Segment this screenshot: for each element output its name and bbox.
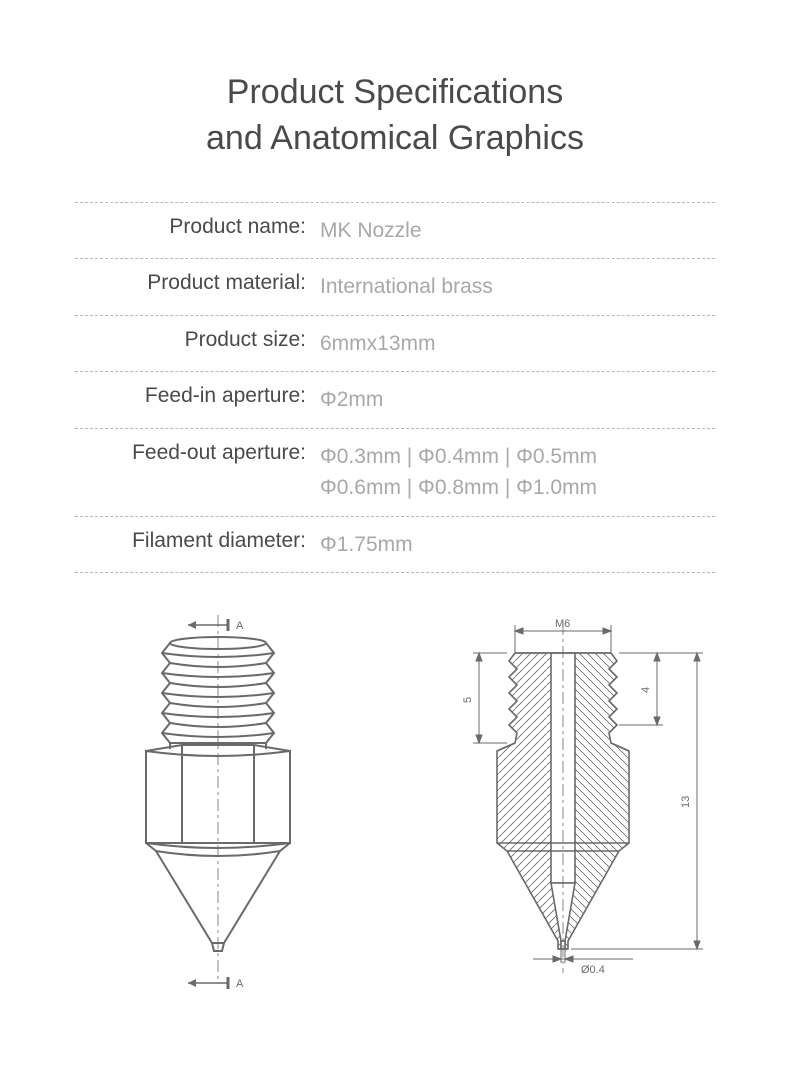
spec-value: Φ1.75mm xyxy=(320,529,715,561)
spec-label: Filament diameter: xyxy=(75,529,320,561)
title-line-2: and Anatomical Graphics xyxy=(0,116,790,162)
diagram-section: M6 xyxy=(413,603,733,1023)
spec-label: Product name: xyxy=(75,215,320,247)
table-row: Product name: MK Nozzle xyxy=(75,202,715,259)
spec-label: Product material: xyxy=(75,271,320,303)
spec-value: MK Nozzle xyxy=(320,215,715,247)
title-line-1: Product Specifications xyxy=(0,70,790,116)
spec-value: Φ2mm xyxy=(320,384,715,416)
spec-value: 6mmx13mm xyxy=(320,328,715,360)
spec-table: Product name: MK Nozzle Product material… xyxy=(75,202,715,574)
dim-tip: Ø0.4 xyxy=(581,964,605,976)
table-row: Feed-out aperture: Φ0.3mm | Φ0.4mm | Φ0.… xyxy=(75,428,715,516)
table-row: Filament diameter: Φ1.75mm xyxy=(75,516,715,574)
table-row: Feed-in aperture: Φ2mm xyxy=(75,371,715,428)
diagram-area: A xyxy=(0,603,790,1023)
spec-label: Feed-in aperture: xyxy=(75,384,320,416)
dim-thread-len: 5 xyxy=(462,697,474,703)
spec-label: Product size: xyxy=(75,328,320,360)
table-row: Product material: International brass xyxy=(75,258,715,315)
section-label-bottom: A xyxy=(236,978,244,990)
spec-value: Φ0.3mm | Φ0.4mm | Φ0.5mm Φ0.6mm | Φ0.8mm… xyxy=(320,441,715,504)
section-label-top: A xyxy=(236,620,244,632)
spec-value: International brass xyxy=(320,271,715,303)
dim-top-inner: 4 xyxy=(640,687,652,693)
diagram-exterior: A xyxy=(58,603,378,1023)
spec-label: Feed-out aperture: xyxy=(75,441,320,504)
dim-full-height: 13 xyxy=(680,796,692,808)
page-title: Product Specifications and Anatomical Gr… xyxy=(0,0,790,202)
table-row: Product size: 6mmx13mm xyxy=(75,315,715,372)
